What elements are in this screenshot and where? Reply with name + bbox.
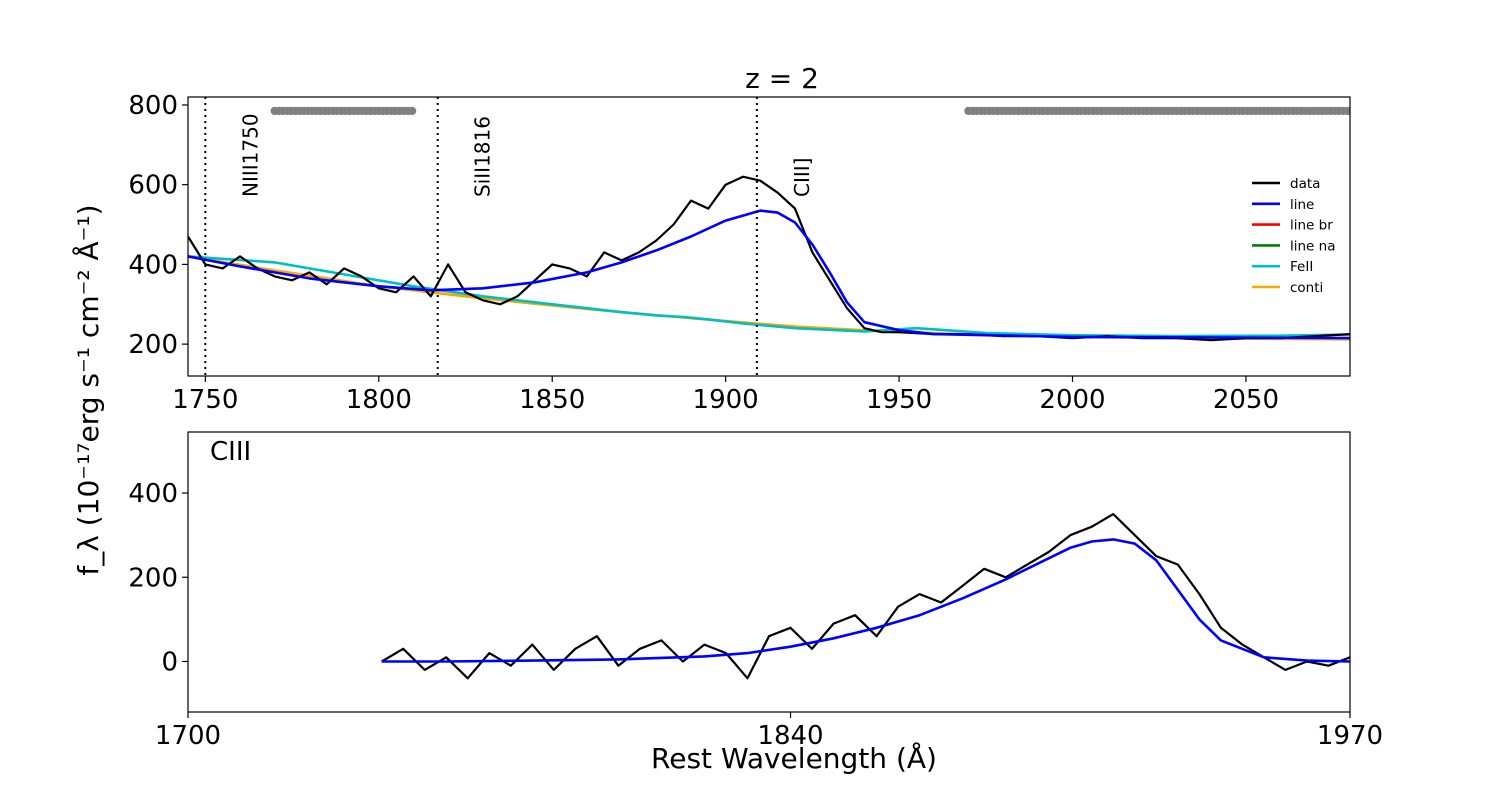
axes-frame — [187, 96, 1351, 377]
x-tick-label: 1850 — [519, 385, 585, 415]
top-panel: NIII1750 SiII1816 CIII] 1750 1800 1850 1900 195… — [128, 91, 1351, 415]
legend-label: line br — [1290, 218, 1333, 234]
plot-area — [188, 106, 1350, 342]
y-tick-label: 200 — [128, 330, 178, 360]
y-tick-label: 0 — [161, 647, 178, 677]
y-tick-label: 800 — [128, 91, 178, 121]
y-tick-label: 400 — [128, 479, 178, 509]
series-line-line — [188, 209, 1350, 340]
y-tick-label: 400 — [128, 250, 178, 280]
x-axis-label: Rest Wavelength (Å) — [651, 741, 937, 775]
y-tick-label: 600 — [128, 171, 178, 201]
series-data-line — [381, 512, 1350, 680]
axes-frame — [187, 431, 1351, 713]
x-tick-label: 1950 — [866, 385, 932, 415]
mask-marker — [1343, 106, 1350, 116]
reference-line-label: NIII1750 — [238, 113, 262, 197]
reference-line-label: SiII1816 — [471, 116, 495, 197]
mask-marker — [407, 106, 417, 116]
chart-title: z = 2 — [745, 62, 819, 95]
x-tick-label: 1800 — [346, 385, 412, 415]
x-tick-label: 2000 — [1039, 385, 1105, 415]
x-tick-label: 1900 — [693, 385, 759, 415]
reference-line-label: CIII] — [790, 158, 814, 197]
legend-label: data — [1290, 176, 1320, 192]
series-line-line — [381, 538, 1350, 663]
x-tick-label: 1840 — [757, 721, 823, 751]
x-tick-label: 1970 — [1317, 721, 1383, 751]
legend-label: line — [1290, 197, 1314, 213]
legend-label: conti — [1290, 280, 1323, 296]
bottom-panel: 1700 1840 1970 0 200 400 CIII — [128, 431, 1383, 751]
x-tick-label: 1750 — [172, 385, 238, 415]
legend-label: FeII — [1290, 259, 1313, 275]
x-tick-label: 1700 — [155, 721, 221, 751]
x-tick-label: 2050 — [1213, 385, 1279, 415]
legend-label: line na — [1290, 238, 1335, 254]
y-axis-label: f_λ (10⁻¹⁷erg s⁻¹ cm⁻² Å⁻¹) — [71, 204, 105, 575]
y-tick-label: 200 — [128, 563, 178, 593]
panel-annotation: CIII — [210, 437, 251, 467]
plot-area — [381, 512, 1350, 680]
